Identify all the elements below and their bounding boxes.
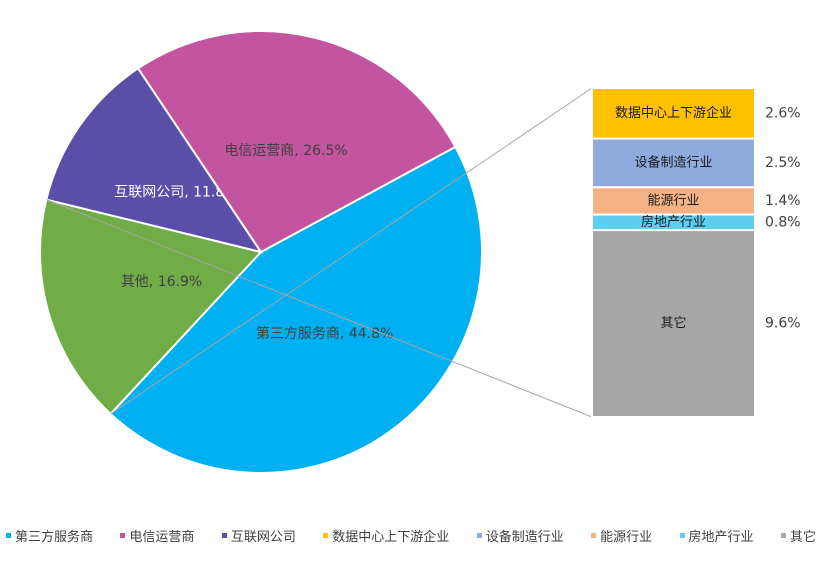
breakdown-value-3: 0.8% (765, 214, 801, 230)
breakdown-segment-4 (591, 229, 756, 418)
pie-label-3: 电信运营商, 26.5% (224, 143, 347, 159)
legend-item-7: 其它 (780, 526, 816, 545)
pie-label-1: 其他, 16.9% (121, 274, 202, 290)
legend-swatch-7 (780, 533, 786, 538)
connector-line-bottom (46, 199, 593, 418)
legend-label-0: 第三方服务商 (15, 530, 94, 545)
legend-item-5: 能源行业 (591, 526, 652, 545)
legend-label-1: 电信运营商 (129, 530, 195, 545)
legend-swatch-0 (6, 533, 11, 538)
breakdown-label-0: 数据中心上下游企业 (615, 105, 732, 121)
legend-item-0: 第三方服务商 (6, 526, 93, 545)
pie: 第三方服务商, 44.8% 其他, 16.9% 互联网公司, 11.8% 电信运营商,… (39, 30, 483, 474)
breakdown-value-1: 2.5% (765, 155, 801, 171)
breakdown-label-1: 设备制造行业 (634, 154, 712, 170)
legend-item-2: 互联网公司 (221, 526, 296, 545)
legend-item-1: 电信运营商 (120, 526, 194, 545)
breakdown-label-3: 房地产行业 (641, 214, 706, 230)
pie-slice-3 (136, 30, 457, 254)
pie-slice-0 (109, 145, 483, 474)
legend-item-3: 数据中心上下游企业 (323, 526, 449, 545)
legend-swatch-3 (323, 533, 329, 538)
connector-line-top (110, 87, 593, 415)
legend-label-5: 能源行业 (600, 530, 653, 545)
legend-swatch-4 (476, 533, 482, 538)
breakdown-value-4: 9.6% (765, 316, 801, 332)
legend-label-2: 互联网公司 (230, 530, 296, 545)
pie-label-0: 第三方服务商, 44.8% (256, 325, 393, 342)
pie-slice-1 (39, 198, 263, 416)
breakdown-bar: 数据中心上下游企业 2.6% 设备制造行业 2.5% 能源行业 1.4% 房地产行业 0.8%… (46, 87, 801, 418)
legend-label-6: 房地产行业 (688, 530, 754, 545)
breakdown-segment-2 (591, 186, 756, 216)
legend-item-4: 设备制造行业 (476, 526, 564, 545)
breakdown-value-0: 2.6% (765, 105, 801, 121)
pie-slice-2 (45, 66, 264, 254)
breakdown-value-2: 1.4% (765, 193, 801, 209)
legend-swatch-1 (120, 533, 126, 538)
legend-label-4: 设备制造行业 (485, 530, 564, 545)
legend-label-7: 其它 (789, 530, 816, 545)
pie-label-2: 互联网公司, 11.8% (114, 185, 237, 201)
breakdown-label-4: 其它 (660, 315, 686, 331)
breakdown-label-2: 能源行业 (647, 193, 699, 208)
chart-legend: 第三方服务商 电信运营商 互联网公司 数据中心上下游企业 设备制造行业 能源行业 房地产行业… (6, 526, 816, 545)
breakdown-segment-0 (591, 87, 756, 140)
legend-swatch-2 (221, 533, 227, 538)
legend-swatch-5 (591, 533, 597, 538)
legend-label-3: 数据中心上下游企业 (332, 530, 450, 545)
legend-item-6: 房地产行业 (679, 526, 754, 545)
legend-swatch-6 (679, 533, 685, 538)
